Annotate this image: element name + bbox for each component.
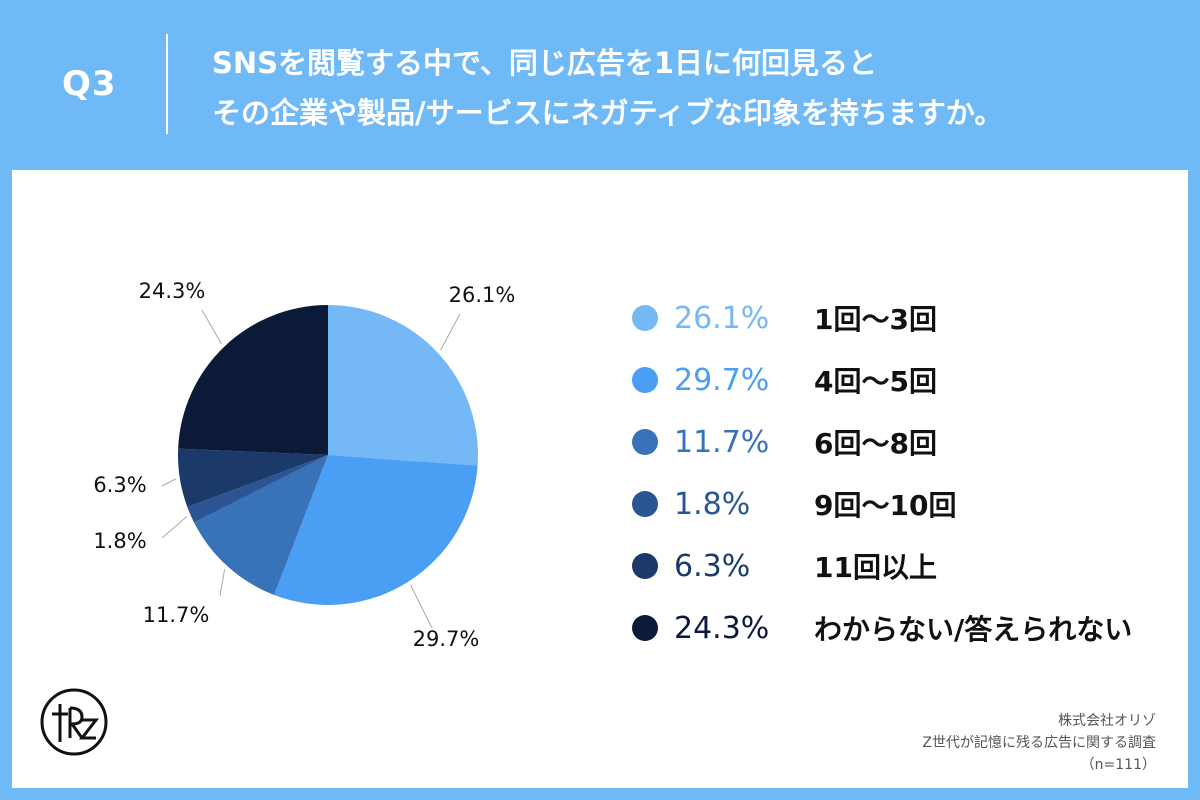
slice-data-label: 1.8%: [93, 529, 146, 553]
legend-item: 26.1% 1回〜3回: [632, 288, 1192, 348]
slice-data-label: 26.1%: [449, 283, 516, 307]
question-title-line-1: SNSを閲覧する中で、同じ広告を1日に何回見ると: [212, 46, 878, 80]
question-number: Q3: [62, 64, 117, 104]
orizo-logo-icon: [38, 686, 110, 758]
legend-item: 24.3% わからない/答えられない: [632, 598, 1192, 658]
question-title: SNSを閲覧する中で、同じ広告を1日に何回見ると その企業や製品/サービスにネガ…: [212, 38, 1172, 138]
pie-slice: [187, 455, 328, 523]
pie-slice: [178, 448, 328, 507]
leader-line: [219, 569, 226, 597]
legend-swatch: [632, 305, 658, 331]
chart-panel: 26.1% 29.7% 11.7% 1.8% 6.3% 24.3% 26.1% 1回〜3回 2…: [12, 170, 1188, 788]
legend-swatch: [632, 429, 658, 455]
source-survey: Z世代が記憶に残る広告に関する調査: [922, 735, 1156, 751]
slice-data-label: 6.3%: [93, 473, 146, 497]
slice-data-label: 24.3%: [139, 279, 206, 303]
pie-slice: [274, 455, 478, 605]
legend-label: 4回〜5回: [814, 365, 937, 398]
legend-percentage: 11.7%: [674, 424, 770, 460]
legend-swatch: [632, 615, 658, 641]
legend-label: 11回以上: [814, 551, 937, 584]
source-sample-size: （n=111）: [1080, 757, 1156, 773]
question-title-line-2: その企業や製品/サービスにネガティブな印象を持ちますか。: [212, 96, 1004, 130]
leader-line: [161, 516, 188, 539]
legend-percentage: 24.3%: [674, 610, 770, 646]
legend-swatch: [632, 553, 658, 579]
legend-item: 29.7% 4回〜5回: [632, 350, 1192, 410]
legend-swatch: [632, 367, 658, 393]
legend-label: 9回〜10回: [814, 489, 957, 522]
source-note: 株式会社オリゾ Z世代が記憶に残る広告に関する調査 （n=111）: [922, 710, 1156, 776]
leader-line: [161, 478, 177, 487]
legend-label: わからない/答えられない: [814, 613, 1133, 646]
legend-item: 6.3% 11回以上: [632, 536, 1192, 596]
legend: 26.1% 1回〜3回 29.7% 4回〜5回 11.7% 6回〜8回 1.8% 9回〜10回…: [632, 288, 1192, 660]
leader-line: [410, 584, 433, 629]
legend-item: 11.7% 6回〜8回: [632, 412, 1192, 472]
leader-line: [201, 309, 222, 345]
legend-percentage: 1.8%: [674, 486, 751, 522]
slice-data-label: 11.7%: [143, 603, 210, 627]
source-company: 株式会社オリゾ: [1058, 713, 1156, 729]
pie-slice: [328, 305, 478, 466]
legend-item: 1.8% 9回〜10回: [632, 474, 1192, 534]
pie-chart: 26.1% 29.7% 11.7% 1.8% 6.3% 24.3%: [93, 279, 516, 651]
slice-data-label: 29.7%: [413, 627, 480, 651]
legend-label: 1回〜3回: [814, 303, 937, 336]
legend-swatch: [632, 491, 658, 517]
header: Q3 SNSを閲覧する中で、同じ広告を1日に何回見ると その企業や製品/サービス…: [0, 0, 1200, 170]
legend-percentage: 29.7%: [674, 362, 770, 398]
leader-line: [440, 313, 461, 351]
legend-percentage: 26.1%: [674, 300, 770, 336]
legend-label: 6回〜8回: [814, 427, 937, 460]
header-divider: [166, 34, 168, 134]
legend-percentage: 6.3%: [674, 548, 751, 584]
pie-slice: [178, 305, 328, 455]
pie-slice: [194, 455, 328, 595]
